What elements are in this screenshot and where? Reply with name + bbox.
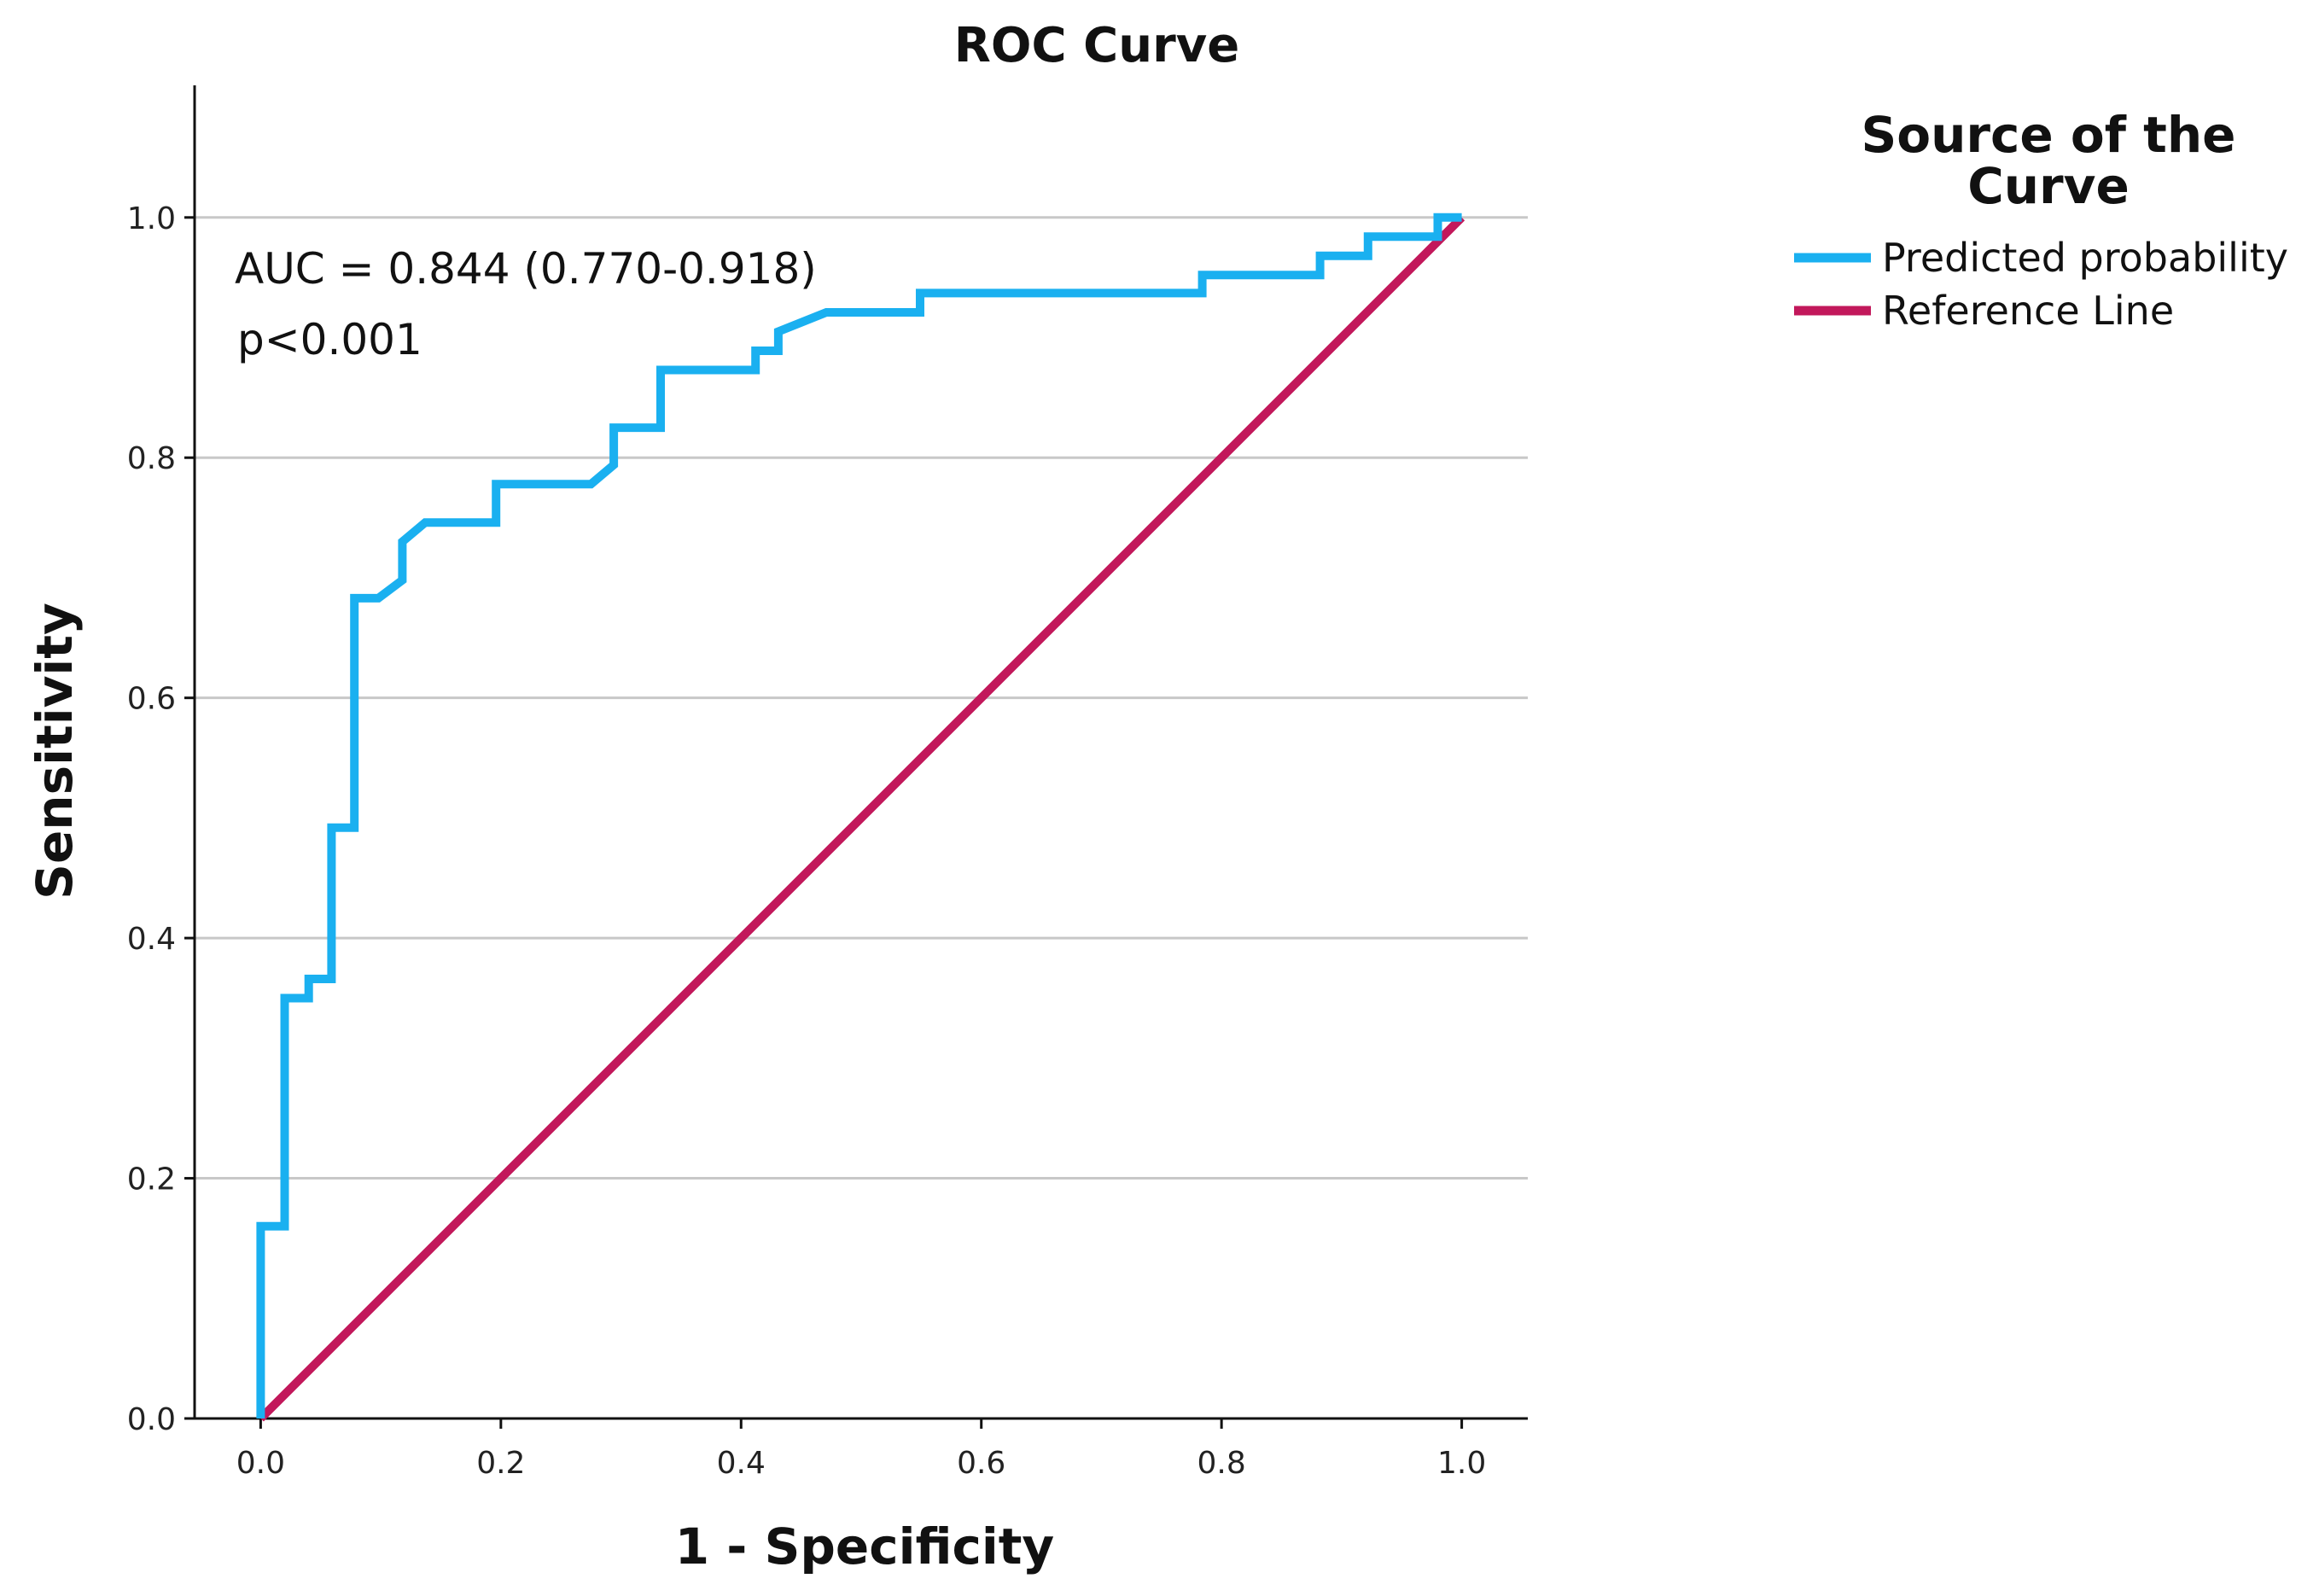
x-tick-label: 1.0 [1437, 1446, 1486, 1481]
x-tick-label: 0.6 [957, 1446, 1005, 1481]
chart-title: ROC Curve [954, 18, 1239, 73]
y-tick-label: 0.0 [127, 1402, 176, 1437]
reference-line [257, 214, 1465, 1422]
legend-title-line: Source of the [1861, 106, 2235, 164]
y-tick-label: 0.8 [127, 441, 176, 476]
legend-label: Reference Line [1882, 288, 2174, 334]
x-axis-title: 1 - Specificity [675, 1517, 1055, 1576]
legend-label: Predicted probability [1882, 235, 2288, 281]
axes-layer [184, 85, 1528, 1429]
x-tick-label: 0.4 [717, 1446, 766, 1481]
legend-title-line: Curve [1967, 157, 2130, 215]
series-layer [256, 213, 1465, 1422]
text-layer: 0.0 0.2 0.4 0.6 0.8 1.0 0.0 0.2 0.4 0.6 0.8 1.0 ROC … [26, 18, 2288, 1576]
y-tick-label: 0.4 [127, 922, 176, 957]
auc-annotation: AUC = 0.844 (0.770-0.918) [235, 244, 817, 294]
y-axis-title: Sensitivity [26, 603, 84, 900]
y-tick-label: 1.0 [127, 201, 176, 236]
roc-curve-predicted-probability [256, 213, 1462, 1418]
x-tick-label: 0.0 [236, 1446, 285, 1481]
grid-layer [195, 216, 1528, 1180]
x-tick-label: 0.8 [1197, 1446, 1246, 1481]
p-value-annotation: p<0.001 [237, 315, 422, 364]
y-tick-label: 0.2 [127, 1162, 176, 1197]
y-tick-label: 0.6 [127, 682, 176, 717]
x-tick-label: 0.2 [476, 1446, 525, 1481]
